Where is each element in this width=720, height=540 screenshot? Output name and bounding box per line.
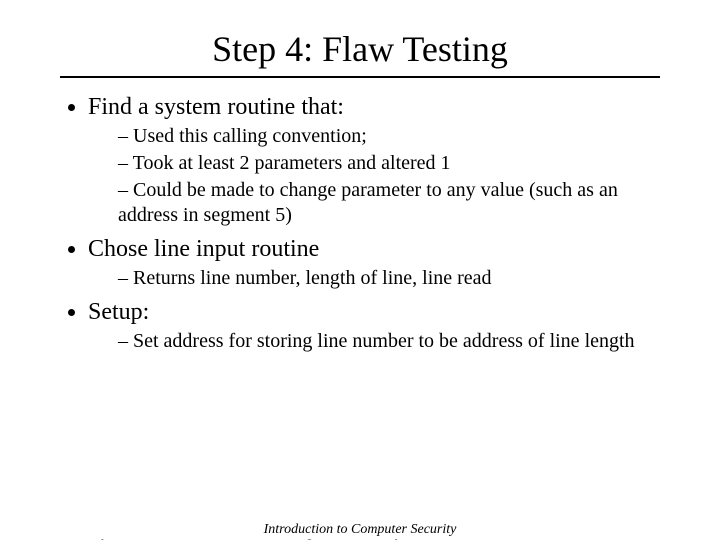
bullet-2-sublist: Returns line number, length of line, lin… bbox=[88, 266, 660, 291]
bullet-2-sub-1: Returns line number, length of line, lin… bbox=[118, 266, 660, 291]
bullet-1: Find a system routine that: Used this ca… bbox=[88, 92, 660, 228]
footer: November 1, 2004 Introduction to Compute… bbox=[60, 522, 660, 540]
slide-title: Step 4: Flaw Testing bbox=[0, 28, 720, 70]
bullet-1-sub-1: Used this calling convention; bbox=[118, 124, 660, 149]
bullet-1-sub-2: Took at least 2 parameters and altered 1 bbox=[118, 151, 660, 176]
bullet-list: Find a system routine that: Used this ca… bbox=[60, 92, 660, 354]
slide-content: Find a system routine that: Used this ca… bbox=[60, 92, 660, 354]
bullet-2-text: Chose line input routine bbox=[88, 236, 319, 262]
bullet-3-text: Setup: bbox=[88, 299, 149, 325]
slide: Step 4: Flaw Testing Find a system routi… bbox=[0, 28, 720, 540]
bullet-3-sublist: Set address for storing line number to b… bbox=[88, 329, 660, 354]
footer-center-line1: Introduction to Computer Security bbox=[200, 522, 520, 538]
bullet-2: Chose line input routine Returns line nu… bbox=[88, 234, 660, 291]
bullet-1-text: Find a system routine that: bbox=[88, 94, 344, 120]
footer-center: Introduction to Computer Security ©2004 … bbox=[200, 522, 520, 540]
title-rule bbox=[60, 76, 660, 78]
bullet-3-sub-1: Set address for storing line number to b… bbox=[118, 329, 660, 354]
bullet-1-sublist: Used this calling convention; Took at le… bbox=[88, 124, 660, 228]
bullet-1-sub-3: Could be made to change parameter to any… bbox=[118, 178, 660, 228]
bullet-3: Setup: Set address for storing line numb… bbox=[88, 297, 660, 354]
